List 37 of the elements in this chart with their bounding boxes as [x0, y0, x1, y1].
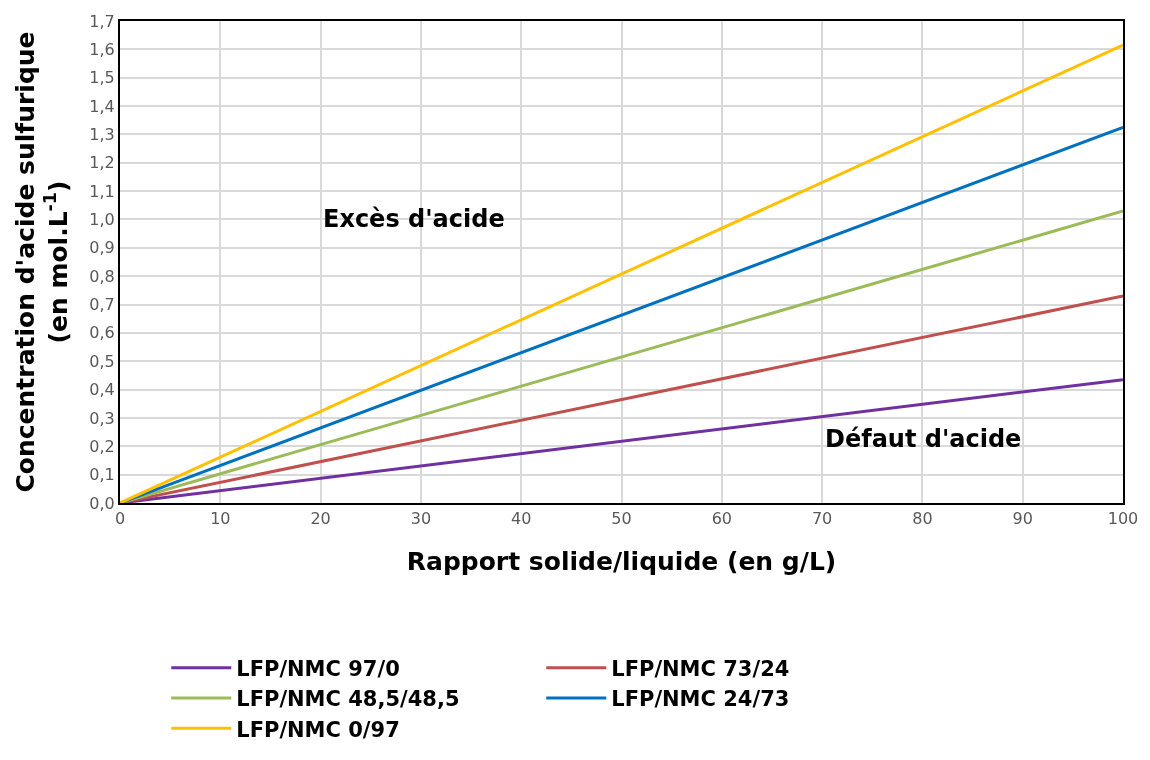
x-tick-label: 100 [1107, 509, 1139, 529]
y-tick-label: 0,5 [89, 351, 115, 371]
y-tick-label: 0,0 [89, 493, 115, 513]
x-tick-label: 70 [811, 509, 833, 529]
y-tick-label: 0,2 [89, 436, 115, 456]
y-tick-label: 1,0 [89, 210, 115, 230]
x-tick-label: 0 [114, 509, 126, 529]
y-tick-label: 0,8 [89, 266, 115, 286]
y-tick-label: 1,4 [89, 96, 115, 116]
legend-label: LFP/NMC 48,5/48,5 [236, 687, 460, 712]
annotation: Excès d'acide [323, 205, 505, 233]
x-tick-label: 80 [912, 509, 933, 529]
x-tick-label: 50 [611, 509, 632, 529]
x-tick-label: 40 [511, 509, 532, 529]
annotation: Défaut d'acide [825, 425, 1022, 453]
y-tick-label: 1,3 [89, 125, 115, 145]
y-tick-label: 0,6 [89, 323, 115, 343]
y-tick-label: 1,2 [89, 153, 115, 173]
legend-label: LFP/NMC 0/97 [236, 717, 400, 742]
x-tick-label: 60 [711, 509, 732, 529]
x-tick-label: 20 [310, 509, 331, 529]
legend-label: LFP/NMC 73/24 [611, 656, 790, 681]
y-tick-label: 1,1 [89, 181, 115, 201]
y-tick-label: 0,4 [89, 380, 115, 400]
y-tick-label: 0,9 [89, 238, 115, 258]
y-tick-label: 0,1 [89, 465, 115, 485]
y-tick-label: 0,7 [89, 295, 115, 315]
y-tick-label: 0,3 [89, 408, 115, 428]
x-tick-label: 10 [210, 509, 231, 529]
x-axis-title: Rapport solide/liquide (en g/L) [406, 546, 837, 576]
y-tick-label: 1,7 [89, 11, 115, 31]
x-tick-label: 30 [410, 509, 432, 529]
legend-label: LFP/NMC 97/0 [236, 656, 400, 681]
y-tick-label: 1,6 [89, 39, 115, 59]
x-tick-label: 90 [1012, 509, 1033, 529]
y-tick-label: 1,5 [89, 68, 115, 88]
legend-label: LFP/NMC 24/73 [611, 687, 790, 712]
